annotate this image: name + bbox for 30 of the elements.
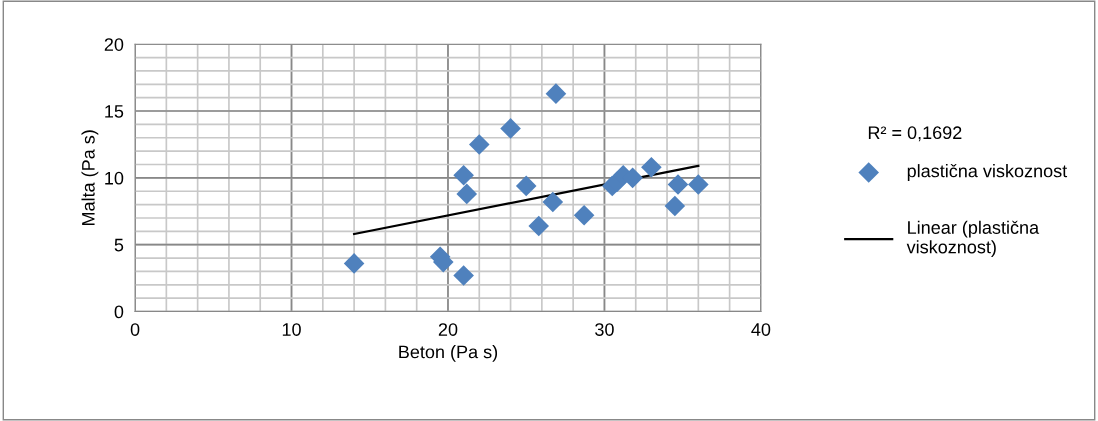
point [515, 175, 537, 197]
legend-label: Linear (plastična viskoznost) [906, 220, 1040, 257]
point [664, 195, 686, 217]
x-tick-label: 30 [595, 323, 614, 336]
point [688, 174, 709, 195]
legend-label: plastična viskoznost [907, 164, 1068, 181]
point [641, 156, 662, 178]
point [500, 118, 521, 139]
x-tick-label: 40 [751, 323, 771, 336]
x-tick-label: 10 [282, 323, 301, 336]
point [573, 205, 595, 226]
point [453, 265, 474, 286]
y-axis-title: Malta (Pa s) [81, 130, 99, 226]
point [456, 183, 478, 205]
point [542, 191, 564, 213]
y-tick-label: 20 [104, 38, 124, 51]
text: R² = 0,1692 [868, 126, 962, 142]
point [545, 83, 567, 104]
point [667, 174, 689, 195]
y-tick-label: 15 [105, 105, 124, 118]
x-axis-title: Beton (Pa s) [399, 345, 498, 362]
x-tick-label: 20 [438, 323, 458, 336]
point [343, 253, 365, 274]
y-tick-label: 5 [114, 238, 124, 252]
point [468, 134, 490, 155]
y-tick-label: 0 [114, 305, 124, 319]
point [453, 164, 474, 186]
x-tick-label: 0 [130, 323, 140, 336]
point [528, 215, 550, 237]
y-tick-label: 10 [105, 171, 124, 185]
